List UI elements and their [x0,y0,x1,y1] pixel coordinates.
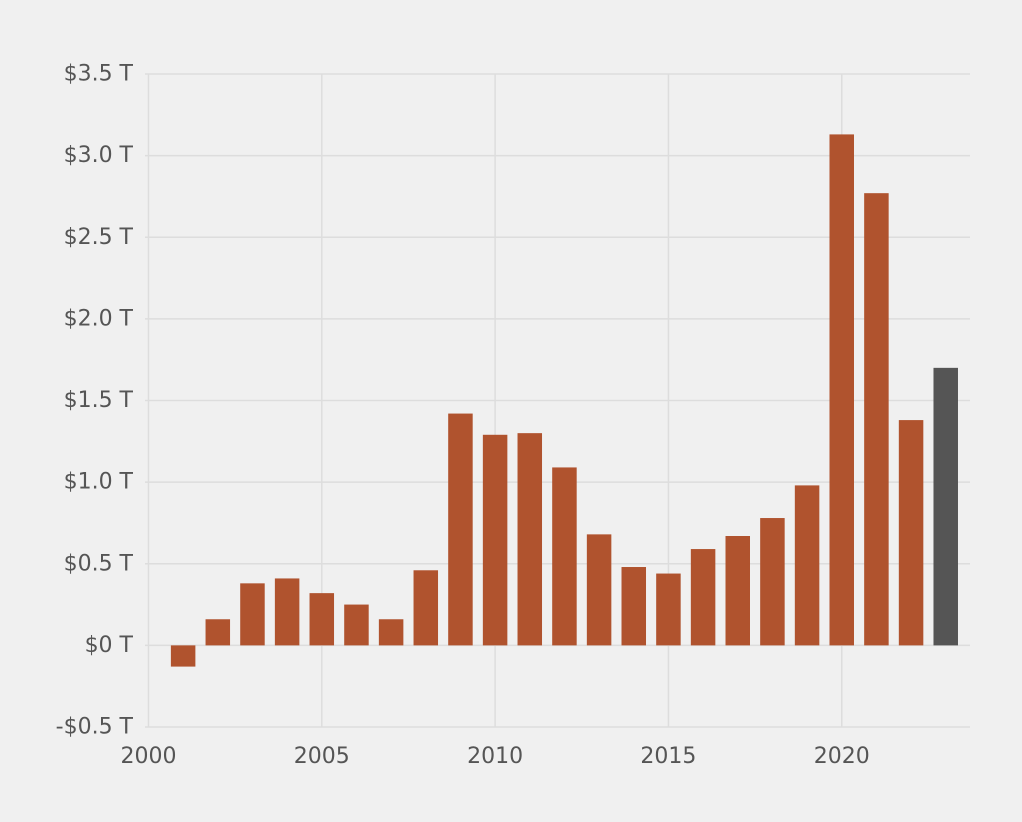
x-tick-label: 2015 [640,744,696,769]
bar-2022 [898,420,924,646]
bar-2016 [690,549,716,646]
bar-2010 [482,434,508,646]
bar-2017 [725,535,751,646]
y-tick-label: $0 T [85,633,134,658]
y-tick-label: $2.0 T [64,306,134,331]
bar-2013 [586,534,612,646]
y-axis-labels: -$0.5 T $0 T $0.5 T $1.0 T $1.5 T $2.0 T $2.5 … [56,62,134,740]
bar-2020 [829,134,854,646]
x-axis-labels: 2000 2005 2010 2015 2020 [120,744,869,769]
y-tick-label: $3.5 T [64,62,134,87]
bar-2011 [517,433,543,646]
x-tick-label: 2000 [120,744,176,769]
bar-2001 [170,645,196,667]
bar-2002 [205,619,231,646]
x-tick-label: 2005 [294,744,350,769]
bar-2005 [309,593,335,646]
bar-2014 [621,567,647,646]
bar-layer [170,134,958,667]
bar-2006 [344,604,369,646]
bar-2008 [413,570,439,646]
y-tick-label: -$0.5 T [56,715,134,740]
y-tick-label: $2.5 T [64,225,134,250]
bar-2021 [864,193,889,646]
bar-2023 [933,367,958,646]
bar-2009 [448,413,473,646]
bar-2015 [656,573,681,646]
x-tick-label: 2010 [467,744,523,769]
y-tick-label: $3.0 T [64,143,134,168]
y-tick-label: $0.5 T [64,551,134,576]
bar-2019 [794,485,820,646]
bar-2007 [378,619,404,646]
bar-2018 [760,518,785,646]
y-tick-label: $1.5 T [64,388,134,413]
bar-2003 [240,583,265,646]
x-tick-label: 2020 [814,744,870,769]
bar-2012 [552,467,577,646]
y-tick-label: $1.0 T [64,470,134,495]
bar-2004 [274,578,300,646]
